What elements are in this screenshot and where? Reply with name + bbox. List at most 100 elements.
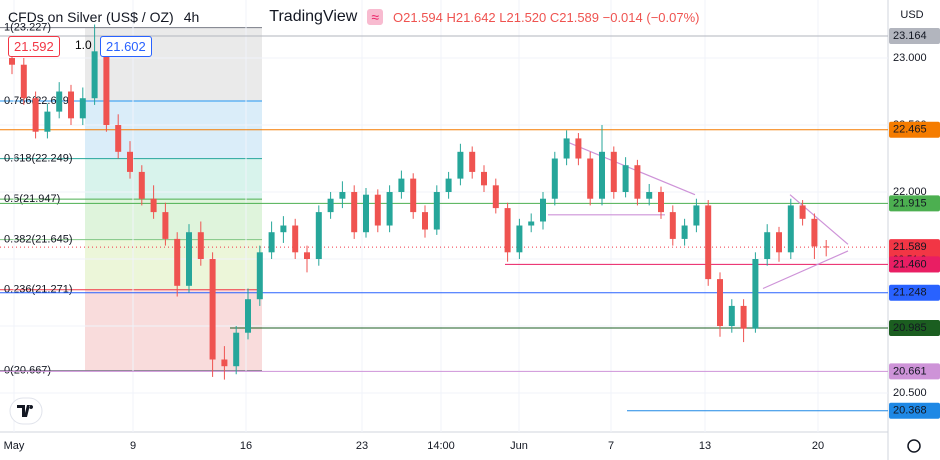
price-tag [889,256,940,273]
candle-body [115,125,122,152]
brand: TradingView [269,8,358,25]
x-tick-label: 9 [130,440,136,452]
candle-body [575,138,582,159]
candle-body [811,218,818,247]
x-tick-label: 16 [240,440,252,452]
candle-body [481,171,487,186]
ohlc-values: O21.594 H21.642 L21.520 C21.589 −0.014 (… [393,9,700,25]
x-tick-label: 7 [608,440,614,452]
candle-body [717,279,723,327]
candle-body [374,194,381,226]
candle-body [516,225,523,253]
fib-label: 1(23.227) [4,22,51,34]
symbol-title[interactable]: CFDs on Silver (US$ / OZ) [8,9,174,25]
candle-body [292,225,299,253]
candle-body [693,205,700,226]
price-tag [889,363,940,380]
candle-body [705,205,712,280]
price-tag [889,28,940,45]
fib-band [85,199,262,240]
x-tick-label: Jun [510,440,528,452]
candle-body [740,305,747,329]
candle-body [728,305,735,327]
candle-body [268,232,275,253]
price-tag [889,121,940,138]
candle-body [634,165,641,199]
candle-body [327,198,334,213]
candle-body [20,64,27,99]
candle-body [79,98,86,119]
candle-body [422,212,428,230]
candle-body [764,232,771,260]
candle-body [799,205,806,219]
x-tick-label: 20 [812,440,824,452]
sell-button[interactable]: 21.592 [8,36,60,57]
settings-icon[interactable] [907,439,921,453]
candle-body [386,192,393,226]
candle-body [587,158,594,199]
candle-body [823,246,830,248]
tv-logo [17,405,34,417]
price-tag [889,320,940,337]
price-tag [889,284,940,301]
y-tick-label: 20.500 [893,387,927,399]
trend-line [789,194,849,245]
last-price-label: 21.589 [893,241,927,253]
price-tag-label: 20.368 [893,405,927,417]
candle-body [787,205,794,253]
market-status[interactable]: ≈ [367,9,384,25]
candle-body [91,51,98,99]
candle-body [197,232,204,260]
fib-band [85,158,262,200]
candle-body [551,158,558,199]
price-tag-label: 21.460 [893,258,927,270]
fib-label: 0.382(21.645) [4,233,73,245]
candle-body [245,299,251,333]
candle-body [433,192,440,230]
spread: 1.0 [75,38,92,52]
candle-body [469,151,476,172]
candle-body [646,192,653,199]
candle-body [540,198,546,222]
buy-button[interactable]: 21.602 [100,36,152,57]
header: CFDs on Silver (US$ / OZ) 4h TradingView… [8,8,699,26]
candle-body [280,225,287,233]
currency[interactable]: USD [900,9,923,21]
candle-body [138,171,145,199]
x-tick-label: May [4,440,25,452]
candle-body [221,359,228,367]
fib-band [85,239,262,290]
candle-body [599,151,605,199]
trend-line [762,250,849,290]
candle-body [658,192,664,213]
candle-body [528,221,535,226]
candle-body [68,91,74,119]
y-tick-label: 23.000 [893,52,927,64]
candle-body [150,198,157,213]
price-tag [889,402,940,419]
candle-body [563,138,570,159]
candle-body [9,58,15,65]
candle-body [492,185,499,209]
price-tag-label: 21.915 [893,197,927,209]
candle-body [256,252,263,300]
candle-body [681,225,688,239]
candle-body [233,332,240,367]
candle-body [56,91,63,112]
interval[interactable]: 4h [183,9,200,25]
price-tag-label: 20.661 [893,365,927,377]
candle-body [410,178,417,213]
candle-body [752,259,759,329]
candle-body [610,151,617,193]
candle-body [504,208,511,253]
x-tick-label: 13 [699,440,711,452]
candle-body [186,232,192,286]
candle-body [776,232,782,253]
candle-body [669,212,676,239]
fib-band [85,289,262,371]
candle-body [174,238,181,286]
candle-body [103,51,110,126]
candle-body [445,178,452,193]
